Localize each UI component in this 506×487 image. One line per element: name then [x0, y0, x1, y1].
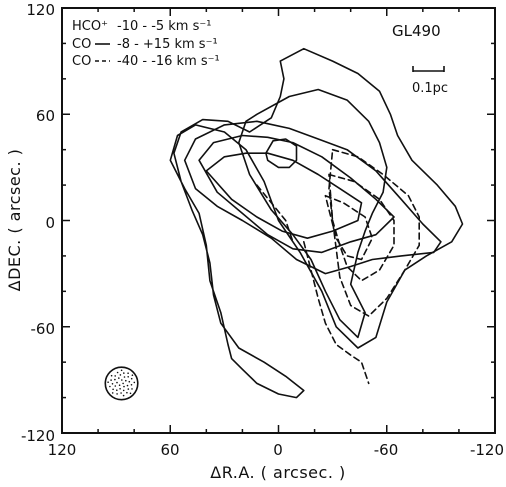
beam-stipple-dot	[114, 378, 116, 381]
beam-stipple-dot	[116, 389, 118, 392]
x-tick-label: -60	[374, 441, 399, 459]
beam-stipple-dot	[110, 374, 113, 377]
beam-stipple-dot	[121, 379, 123, 381]
beam-stipple-dot	[123, 372, 125, 374]
solid-contour	[198, 134, 395, 254]
x-tick-label: -120	[470, 441, 504, 459]
dashed-contour	[303, 241, 370, 385]
beam-stipple-dot	[107, 381, 109, 384]
solid-contour	[205, 152, 363, 239]
legend-species-co-dashed: CO	[72, 54, 91, 69]
beam-stipple-dot	[130, 384, 133, 386]
legend-species-hco: HCO⁺	[72, 19, 108, 34]
solid-contour	[265, 138, 298, 169]
beam-stipple-dot	[114, 385, 117, 387]
x-tick-label: 0	[273, 441, 283, 459]
beam-stipple-dot	[122, 382, 124, 385]
beam-stipple-dot	[111, 392, 114, 394]
y-tick-label: 120	[26, 1, 55, 19]
beam-stipple-dot	[127, 372, 129, 375]
beam-stipple-dot	[120, 392, 122, 394]
beam-stipple-dot	[122, 389, 125, 392]
beam-stipple-dot	[120, 369, 123, 372]
legend-range-co-dashed: -40 - -16 km s⁻¹	[117, 54, 220, 69]
beam-stipple-dot	[126, 384, 129, 387]
beam-stipple-dot	[133, 381, 136, 384]
scale-bar: 0.1pc	[412, 66, 448, 96]
dashed-contour	[328, 148, 420, 317]
solid-contour	[238, 88, 388, 339]
solid-contour	[183, 120, 442, 275]
beam-stipple-dot	[123, 385, 125, 388]
beam-stipple-dot	[126, 391, 128, 394]
y-tick-label: 0	[45, 214, 55, 232]
x-tick-label: 120	[48, 441, 77, 459]
beam-stipple-dot	[123, 376, 126, 378]
legend-species-co-solid: CO	[72, 37, 91, 52]
beam-circle	[104, 366, 139, 401]
contour-lines	[169, 47, 464, 399]
beam-stipple-dot	[128, 380, 131, 383]
beam-stipple-dot	[116, 393, 118, 395]
beam-stipple-dot	[131, 374, 134, 377]
beam	[104, 366, 139, 401]
beam-stipple-dot	[131, 388, 133, 390]
beam-stipple-dot	[119, 374, 122, 376]
x-tick-label: 60	[160, 441, 179, 459]
y-axis-title: ΔDEC. ( arcsec. )	[5, 149, 24, 292]
legend-range-hco: -10 - -5 km s⁻¹	[117, 19, 211, 34]
beam-stipple-dot	[129, 392, 132, 395]
dashed-contour	[324, 194, 374, 261]
source-name-label: GL490	[392, 22, 441, 40]
beam-stipple-dot	[127, 376, 129, 378]
y-tick-label: -120	[21, 427, 55, 445]
legend: HCO⁺ -10 - -5 km s⁻¹ CO -8 - +15 km s⁻¹ …	[72, 19, 220, 69]
beam-stipple-dot	[112, 388, 114, 391]
solid-contour	[169, 47, 464, 399]
beam-stipple-dot	[116, 371, 119, 374]
beam-stipple-dot	[114, 375, 116, 377]
beam-stipple-dot	[111, 383, 114, 385]
scale-bar-label: 0.1pc	[412, 81, 448, 96]
beam-stipple-dot	[122, 394, 125, 397]
tick-marks	[61, 7, 496, 434]
beam-stipple-dot	[116, 381, 118, 384]
dashed-contour	[256, 184, 294, 243]
y-tick-label: 60	[36, 107, 55, 125]
beam-stipple-dot	[110, 379, 112, 381]
beam-stipple-dot	[109, 385, 111, 388]
beam-stipple-dot	[119, 388, 121, 390]
beam-stipple-dot	[118, 384, 121, 387]
x-axis-title: ΔR.A. ( arcsec. )	[210, 463, 345, 482]
legend-range-co-solid: -8 - +15 km s⁻¹	[117, 37, 218, 52]
beam-stipple-dot	[130, 377, 133, 380]
beam-stipple-dot	[118, 377, 120, 379]
y-tick-label: -60	[31, 320, 56, 338]
dashed-contour	[328, 173, 395, 282]
beam-stipple-dot	[125, 379, 127, 382]
beam-stipple-dot	[127, 388, 130, 390]
